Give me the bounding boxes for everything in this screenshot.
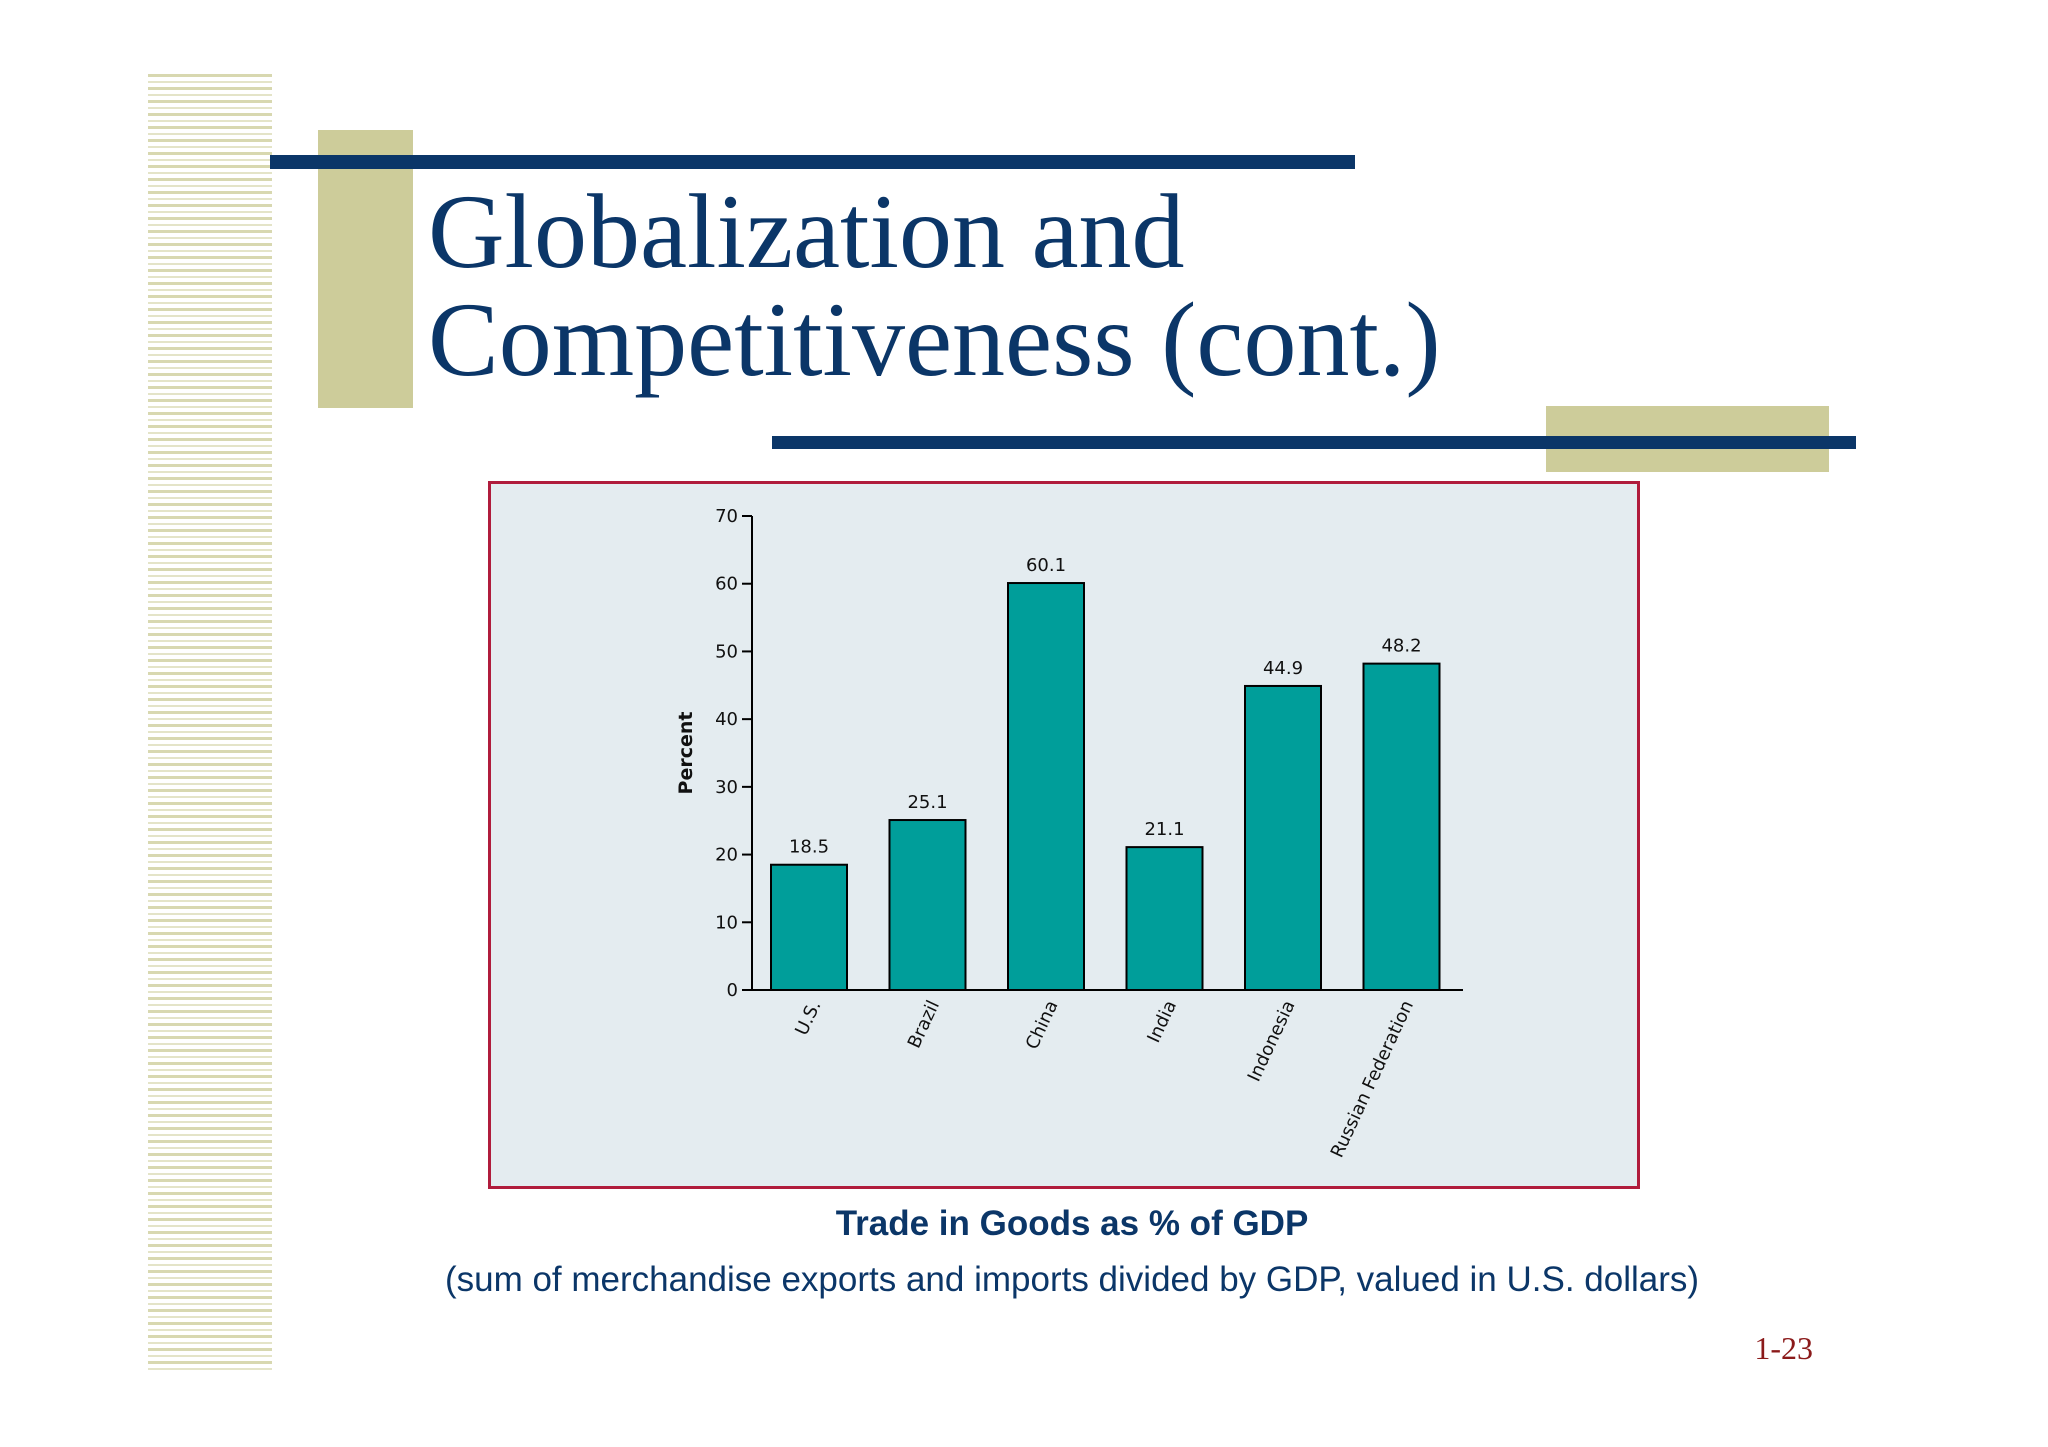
- accent-bar-bottom: [772, 436, 1856, 449]
- x-tick-label: Brazil: [904, 997, 944, 1051]
- y-tick-label: 30: [715, 777, 738, 798]
- bar-value-label: 44.9: [1263, 658, 1303, 679]
- bar-value-label: 48.2: [1381, 636, 1421, 657]
- accent-block-left: [318, 130, 413, 408]
- bar: [1007, 582, 1085, 991]
- bar: [1125, 846, 1204, 991]
- y-tick-label: 70: [715, 506, 738, 527]
- x-tick-label: China: [1022, 997, 1063, 1052]
- accent-bar-top: [270, 155, 1355, 169]
- bar-value-label: 25.1: [907, 792, 947, 813]
- y-tick-label: 10: [715, 912, 738, 933]
- x-tick-label: U.S.: [791, 997, 825, 1039]
- slide-title: Globalization and Competitiveness (cont.…: [428, 173, 1441, 398]
- bar: [888, 819, 967, 991]
- y-tick-label: 50: [715, 641, 738, 662]
- x-tick-label: Indonesia: [1244, 997, 1300, 1085]
- y-tick-label: 0: [727, 980, 738, 1001]
- page-number: 1-23: [1754, 1330, 1813, 1366]
- chart-subcaption: (sum of merchandise exports and imports …: [444, 1260, 1700, 1299]
- bar: [1244, 684, 1322, 991]
- y-axis-label: Percent: [675, 712, 697, 795]
- bar: [1362, 662, 1441, 991]
- bar-value-label: 21.1: [1144, 819, 1184, 840]
- bar-value-label: 60.1: [1026, 555, 1066, 576]
- y-tick-label: 60: [715, 574, 738, 595]
- bar: [770, 863, 848, 992]
- bar-chart: 0 10 20 30 40 50 60 70 Percent 18.5 U.S. 25.1 Brazil…: [675, 506, 1463, 1161]
- y-tick-label: 20: [715, 845, 738, 866]
- x-tick-label: Russian Federation: [1327, 997, 1418, 1161]
- bar-value-label: 18.5: [789, 837, 829, 858]
- y-tick-label: 40: [715, 709, 738, 730]
- x-tick-label: India: [1143, 997, 1181, 1046]
- chart-caption: Trade in Goods as % of GDP: [835, 1204, 1309, 1243]
- decorative-stripes: [148, 74, 272, 1374]
